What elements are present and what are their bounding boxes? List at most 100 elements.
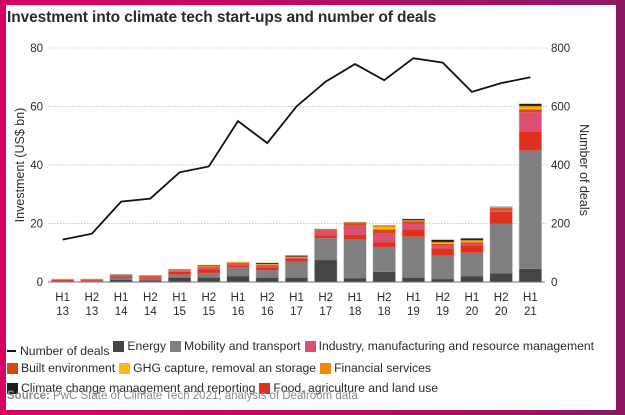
chart-legend: Number of deals Energy Mobility and transp…: [7, 338, 607, 400]
x-tick-label-year: 16: [261, 306, 274, 318]
x-tick-label-half: H2: [318, 292, 333, 304]
x-tick-label-half: H1: [348, 292, 363, 304]
bar-segment: Industry, manufacturing and resource man…: [197, 267, 221, 270]
legend-label: Number of deals: [20, 343, 110, 358]
bar-segment: Energy: 1.5: [255, 277, 279, 282]
bar-segment: Food, agriculture and land use: 0.4: [80, 279, 104, 281]
bar-segment: Mobility and transport: 40.5: [518, 150, 542, 269]
y-axis-right-ticks: 0 200 400 600 800: [551, 43, 570, 289]
bar-segment: Mobility and transport: 8: [460, 252, 484, 277]
bar-segment: Energy: 0.6: [138, 280, 162, 282]
bar-stack: Energy: 2Mobility and transport: 8Food, …: [460, 237, 484, 283]
bar-stack: Energy: 0.6Mobility and transport: 0.5Fo…: [138, 274, 163, 283]
bar-segment: Financial services: 0.2: [489, 207, 513, 208]
legend-label: Food, agriculture and land use: [273, 380, 439, 395]
bar-segment: Built environment: 0.5: [460, 242, 484, 244]
bar-segment: Built environment: 0.2: [285, 257, 308, 258]
x-tick-label-half: H1: [172, 292, 187, 304]
x-tick-label-half: H1: [289, 292, 304, 304]
bar-segment: Mobility and transport: 0.1: [51, 281, 75, 282]
y2-tick-label: 600: [551, 102, 570, 114]
bar-segment: Climate change management and reporting:…: [460, 238, 484, 241]
bars: Energy: 0.2Mobility and transport: 0.1Fo…: [50, 103, 543, 283]
legend-color-swatch: [119, 363, 131, 375]
x-tick-label-year: 20: [466, 306, 479, 318]
x-tick-label-year: 16: [232, 306, 245, 318]
bar-segment: Energy: 1.5: [168, 277, 191, 282]
legend-item: GHG capture, removal an storage: [119, 360, 316, 378]
chart-title: Investment into climate tech start-ups a…: [7, 9, 437, 26]
bar-segment: Energy: 1.5: [197, 277, 221, 282]
bar-segment: Financial services: 0.5: [372, 225, 396, 228]
x-tick-label-half: H2: [435, 292, 450, 304]
bar-segment: Energy: 3: [489, 273, 513, 282]
legend-item: Mobility and transport: [170, 338, 301, 356]
legend-item: Climate change management and reporting: [7, 380, 255, 398]
bar-segment: Industry, manufacturing and resource man…: [343, 225, 367, 235]
bar-segment: Food, agriculture and land use: 4: [489, 211, 513, 224]
bar-segment: Energy: 0.8: [109, 279, 133, 282]
bar-segment: Energy: 1.5: [285, 277, 308, 282]
legend-label: Energy: [127, 339, 167, 353]
x-axis-ticks: H1 13 H2 13 H1 14 H2 14 H1 15 H2 15 H1 16 H2 16 H1 17 H2 17…: [55, 292, 537, 318]
bar-segment: Built environment: 0.2: [109, 274, 133, 276]
bar-segment: GHG capture, removal an storage: 0.1: [285, 256, 308, 258]
bar-segment: Industry, manufacturing and resource man…: [402, 223, 425, 230]
bar-segment: Industry, manufacturing and resource man…: [518, 112, 542, 132]
chart-plot: 0 20 40 60 80 0 200 400 600 800 Energy: 0.2Mobil…: [13, 43, 591, 318]
bar-segment: Mobility and transport: 17: [489, 223, 513, 274]
bar-segment: Energy: 3.5: [372, 271, 396, 282]
bar-segment: Industry, manufacturing and resource man…: [109, 275, 133, 277]
bar-segment: Built environment: 0.5: [431, 243, 455, 246]
x-tick-label-half: H1: [55, 292, 70, 304]
bar-segment: Food, agriculture and land use: 1.2: [197, 269, 221, 273]
bar-segment: Built environment: 1.5: [372, 229, 396, 234]
x-tick-label-year: 14: [115, 306, 128, 318]
bar-segment: Mobility and transport: 1: [168, 274, 191, 278]
legend-item: Number of deals: [7, 343, 109, 361]
bar-segment: Mobility and transport: 8: [431, 255, 455, 280]
bar-segment: Industry, manufacturing and resource man…: [226, 263, 250, 266]
y-axis-right-label: Number of deals: [577, 124, 591, 216]
bar-segment: Built environment: 1: [343, 222, 367, 226]
bar-segment: Climate change management and reporting:…: [431, 239, 455, 242]
y-tick-label: 20: [30, 219, 43, 231]
bar-segment: Mobility and transport: 0.2: [80, 280, 104, 282]
bar-segment: Energy: 2: [460, 276, 484, 282]
legend-label: Mobility and transport: [184, 339, 301, 353]
x-tick-label-half: H1: [406, 292, 421, 304]
legend-label: GHG capture, removal an storage: [133, 361, 317, 375]
bar-stack: Energy: 1.5Mobility and transport: 14Foo…: [401, 218, 426, 283]
y-tick-label: 80: [30, 43, 43, 55]
x-tick-label-year: 17: [290, 306, 303, 318]
bar-segment: Financial services: 0.1: [343, 222, 367, 223]
bar-segment: Financial services: 0.2: [255, 263, 279, 265]
legend-color-swatch: [304, 341, 316, 353]
bar-segment: Food, agriculture and land use: 1.5: [372, 242, 396, 247]
bar-segment: Industry, manufacturing and resource man…: [138, 276, 162, 278]
bar-segment: Mobility and transport: 1.6: [197, 272, 221, 278]
bar-segment: Industry, manufacturing and resource man…: [460, 243, 484, 246]
bar-segment: Industry, manufacturing and resource man…: [51, 279, 75, 281]
legend-color-swatch: [320, 363, 332, 375]
x-tick-label-half: H1: [114, 292, 129, 304]
legend-row: Number of deals Energy Mobility and transp…: [7, 338, 607, 360]
bar-segment: Food, agriculture and land use: 0.5: [138, 277, 162, 279]
bar-segment: Food, agriculture and land use: 2.5: [460, 245, 484, 253]
bar-segment: Food, agriculture and land use: 0.4: [51, 279, 75, 282]
x-tick-label-year: 18: [378, 306, 391, 318]
bar-stack: Energy: 2Mobility and transport: 3Food, …: [226, 261, 250, 283]
bar-segment: GHG capture, removal an storage: 0.05: [168, 269, 191, 271]
legend-color-swatch: [7, 383, 18, 394]
x-tick-label-half: H1: [523, 292, 538, 304]
bar-segment: Built environment: 1: [518, 109, 542, 113]
y-axis-left-label: Investment (US$ bn): [13, 108, 27, 223]
bar-segment: GHG capture, removal an storage: 0.1: [402, 220, 425, 222]
x-tick-label-year: 19: [436, 306, 449, 318]
bar-segment: Energy: 2: [226, 276, 250, 282]
bar-segment: Built environment: 0.8: [402, 221, 425, 224]
legend-line-swatch: [7, 350, 16, 353]
bar-segment: Financial services: 0.1: [314, 229, 338, 230]
legend-item: Built environment: [7, 360, 115, 378]
bar-segment: Mobility and transport: 8.5: [372, 246, 396, 272]
